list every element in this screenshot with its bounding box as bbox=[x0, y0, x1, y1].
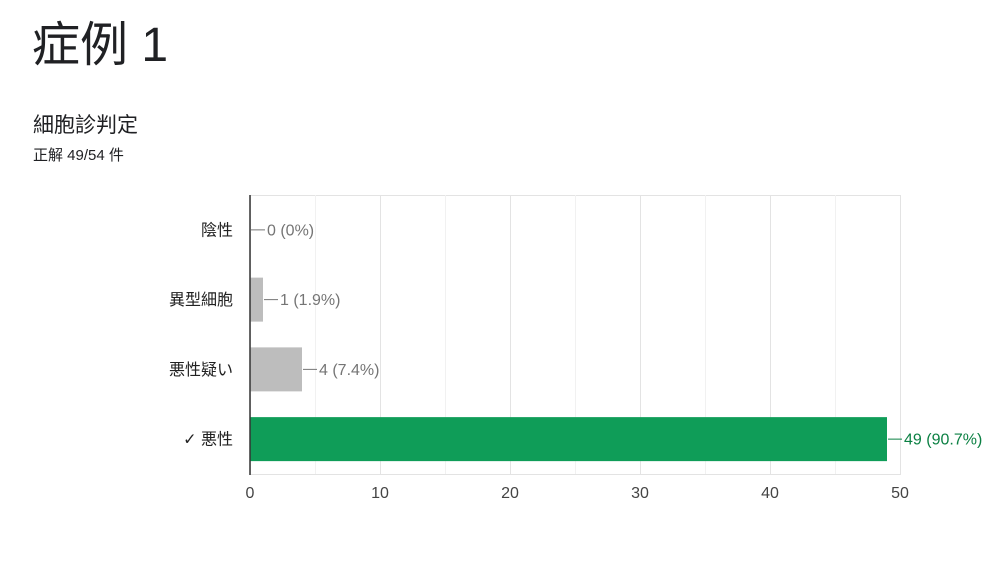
category-label-3: 悪性疑い bbox=[169, 361, 233, 379]
question-title: 細胞診判定 bbox=[33, 114, 138, 137]
section-title: 症例 1 bbox=[32, 19, 169, 72]
category-text: 陰性 bbox=[201, 221, 233, 239]
x-tick-label: 0 bbox=[246, 485, 255, 502]
x-tick-label: 40 bbox=[761, 485, 779, 502]
x-tick-label: 10 bbox=[371, 485, 389, 502]
x-tick-label: 20 bbox=[501, 485, 519, 502]
category-label-1: 陰性 bbox=[201, 221, 233, 239]
bars bbox=[250, 277, 887, 462]
category-label-2: 異型細胞 bbox=[169, 291, 233, 309]
category-text: 異型細胞 bbox=[169, 291, 233, 309]
category-text: 悪性 bbox=[201, 431, 233, 449]
x-tick-label: 50 bbox=[891, 485, 909, 502]
category-label-4: ✓ 悪性 bbox=[183, 431, 233, 449]
data-labels: 0 (0%) 1 (1.9%) 4 (7.4%) 49 (90.7%) bbox=[251, 222, 982, 449]
data-label-1: 0 (0%) bbox=[267, 222, 314, 239]
category-text: 悪性疑い bbox=[169, 361, 233, 379]
correct-check-icon: ✓ bbox=[183, 432, 196, 449]
bar-3 bbox=[250, 347, 302, 392]
data-label-4: 49 (90.7%) bbox=[904, 432, 982, 449]
data-label-2: 1 (1.9%) bbox=[280, 292, 340, 309]
x-tick-label: 30 bbox=[631, 485, 649, 502]
correct-count: 正解 49/54 件 bbox=[33, 147, 124, 164]
bar-4 bbox=[250, 417, 887, 462]
bar-2 bbox=[250, 277, 263, 322]
data-label-3: 4 (7.4%) bbox=[319, 362, 379, 379]
value-axis-labels: 0 10 20 30 40 50 bbox=[246, 485, 909, 502]
